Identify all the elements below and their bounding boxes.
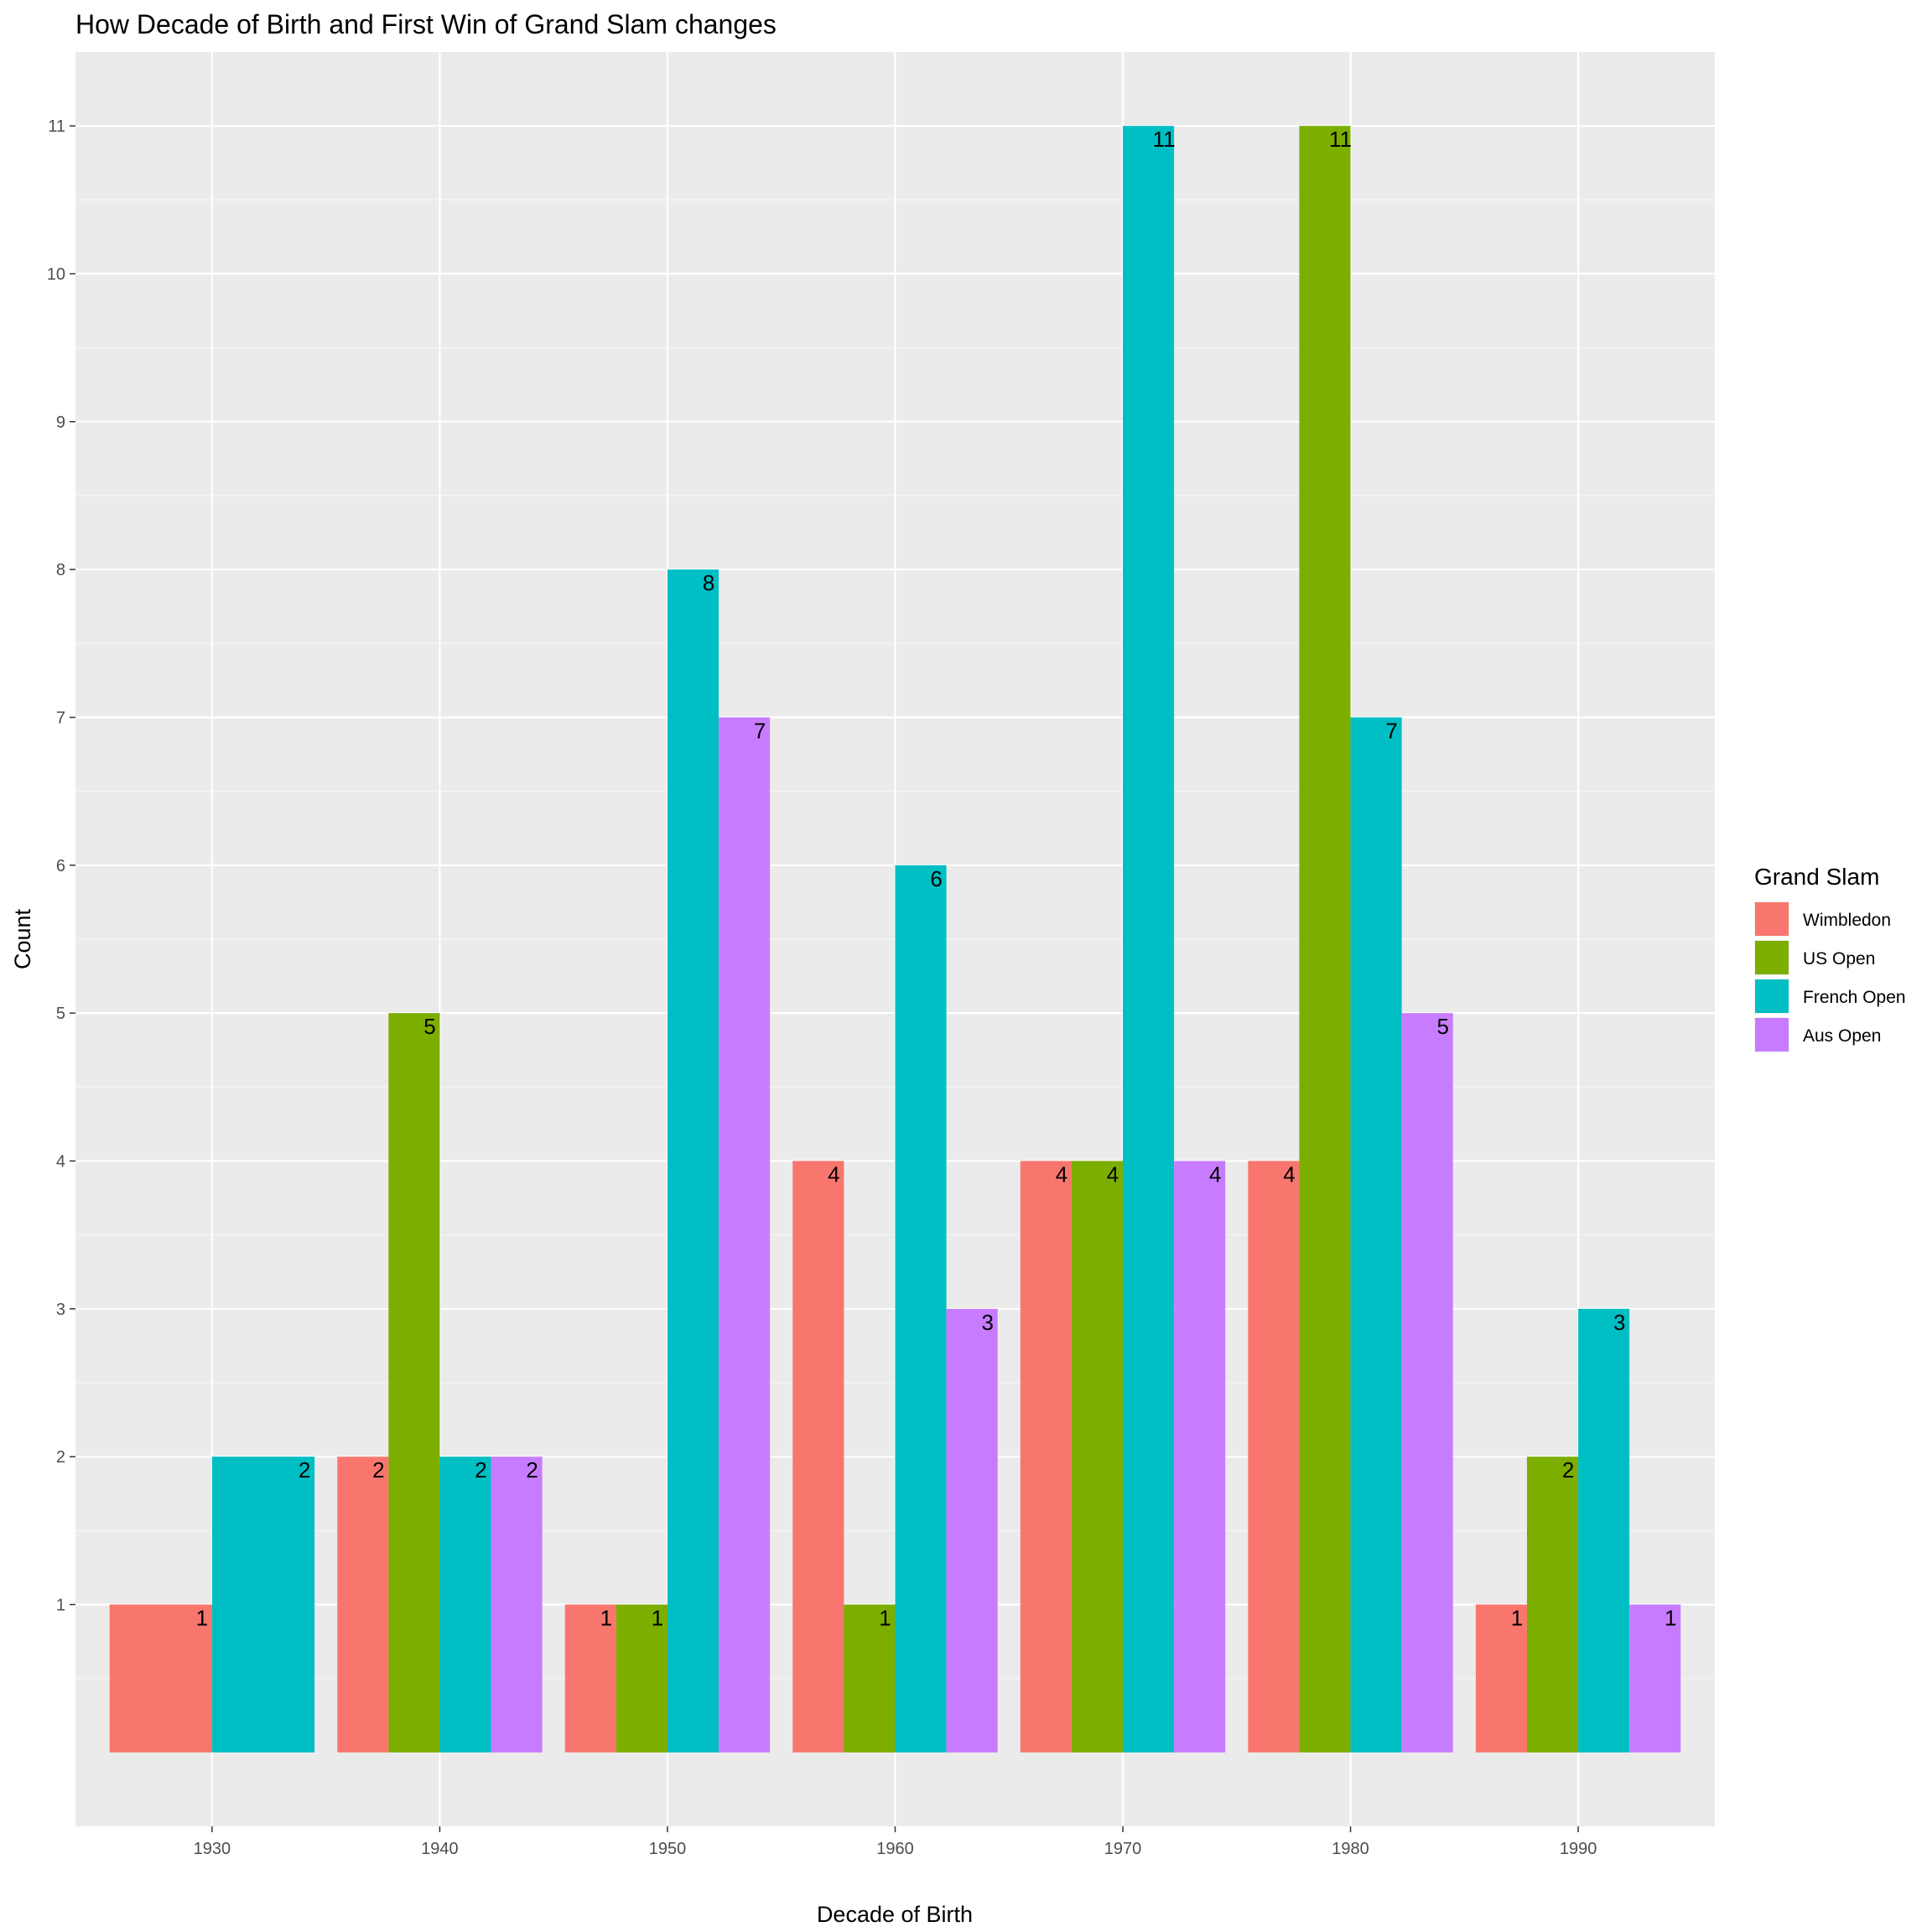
- data-label: 1: [1665, 1606, 1676, 1631]
- bar-wimbledon-1950: [564, 1604, 616, 1753]
- data-label: 4: [1107, 1162, 1119, 1187]
- bar-aus-open-1950: [719, 717, 771, 1753]
- bar-us-open-1950: [615, 1604, 667, 1753]
- bar-french-open-1960: [895, 865, 947, 1753]
- bar-us-open-1990: [1526, 1457, 1579, 1753]
- y-tick-label: 1: [56, 1597, 65, 1615]
- bar-french-open-1950: [667, 569, 719, 1753]
- data-label: 8: [703, 570, 714, 595]
- data-label: 11: [1329, 127, 1352, 152]
- legend-title: Grand Slam: [1754, 864, 1879, 890]
- legend-label: Wimbledon: [1803, 911, 1891, 930]
- data-label: 4: [1283, 1162, 1295, 1187]
- bar-wimbledon-1930: [109, 1604, 212, 1753]
- x-tick-label: 1940: [421, 1840, 459, 1858]
- bar-us-open-1970: [1071, 1161, 1124, 1753]
- legend-key-french-open: [1755, 979, 1789, 1013]
- x-tick-label: 1980: [1332, 1840, 1369, 1858]
- bar-french-open-1970: [1123, 126, 1175, 1753]
- data-label: 1: [196, 1606, 208, 1631]
- data-label: 2: [475, 1457, 486, 1483]
- legend-label: US Open: [1803, 949, 1875, 969]
- data-label: 11: [1153, 127, 1176, 152]
- y-tick-label: 3: [56, 1301, 65, 1319]
- legend-label: Aus Open: [1803, 1026, 1881, 1046]
- bar-aus-open-1970: [1174, 1161, 1226, 1753]
- data-label: 4: [1056, 1162, 1067, 1187]
- y-tick-label: 11: [48, 117, 65, 136]
- y-tick-label: 9: [56, 413, 65, 432]
- bar-french-open-1930: [211, 1457, 315, 1753]
- data-label: 7: [754, 719, 766, 744]
- legend-key-wimbledon: [1755, 902, 1789, 936]
- bar-wimbledon-1980: [1248, 1161, 1300, 1753]
- data-label: 5: [423, 1014, 435, 1039]
- data-label: 2: [299, 1457, 310, 1483]
- y-tick-label: 10: [47, 266, 65, 284]
- bar-wimbledon-1960: [792, 1161, 844, 1753]
- bar-wimbledon-1990: [1475, 1604, 1527, 1753]
- x-tick-label: 1990: [1560, 1840, 1597, 1858]
- legend-key-us-open: [1755, 941, 1789, 974]
- data-label: 5: [1437, 1014, 1449, 1039]
- bar-aus-open-1980: [1401, 1013, 1453, 1753]
- bar-us-open-1980: [1299, 126, 1351, 1753]
- x-tick-label: 1960: [876, 1840, 914, 1858]
- data-label: 3: [1613, 1310, 1625, 1335]
- y-axis-title: Count: [10, 908, 35, 969]
- legend-key-aus-open: [1755, 1018, 1789, 1052]
- x-tick-label: 1930: [194, 1840, 231, 1858]
- bar-aus-open-1990: [1629, 1604, 1681, 1753]
- data-label: 3: [981, 1310, 993, 1335]
- x-tick-label: 1950: [649, 1840, 687, 1858]
- y-axis: 1 2 3 4 5 6 7 8 9 10 11: [47, 117, 75, 1615]
- y-tick-label: 4: [56, 1153, 65, 1171]
- bar-french-open-1990: [1578, 1308, 1630, 1753]
- legend-label: French Open: [1803, 988, 1906, 1007]
- data-label: 4: [1209, 1162, 1221, 1187]
- chart-title: How Decade of Birth and First Win of Gra…: [75, 9, 776, 39]
- bar-wimbledon-1970: [1020, 1161, 1072, 1753]
- bar-french-open-1980: [1350, 717, 1402, 1753]
- data-label: 4: [828, 1162, 839, 1187]
- x-axis: 1930 1940 1950 1960 1970 1980 1990: [194, 1826, 1597, 1858]
- y-tick-label: 6: [56, 857, 65, 875]
- bar-aus-open-1960: [946, 1308, 998, 1753]
- data-label: 2: [526, 1457, 538, 1483]
- legend: Grand Slam Wimbledon US Open French Open Au…: [1754, 864, 1906, 1052]
- data-label: 1: [600, 1606, 612, 1631]
- data-label: 6: [930, 866, 942, 891]
- data-label: 7: [1385, 719, 1397, 744]
- y-tick-label: 8: [56, 561, 65, 579]
- bar-us-open-1940: [388, 1013, 440, 1753]
- y-tick-label: 7: [56, 709, 65, 728]
- bars: [109, 126, 1681, 1753]
- bar-aus-open-1940: [491, 1457, 543, 1753]
- x-axis-title: Decade of Birth: [817, 1902, 973, 1927]
- y-tick-label: 5: [56, 1005, 65, 1023]
- y-tick-label: 2: [56, 1448, 65, 1467]
- x-tick-label: 1970: [1104, 1840, 1142, 1858]
- bar-french-open-1940: [439, 1457, 491, 1753]
- data-label: 2: [372, 1457, 384, 1483]
- data-label: 2: [1562, 1457, 1574, 1483]
- data-label: 1: [879, 1606, 891, 1631]
- bar-wimbledon-1940: [337, 1457, 389, 1753]
- data-label: 1: [1511, 1606, 1523, 1631]
- bar-us-open-1960: [844, 1604, 896, 1753]
- data-label: 1: [652, 1606, 663, 1631]
